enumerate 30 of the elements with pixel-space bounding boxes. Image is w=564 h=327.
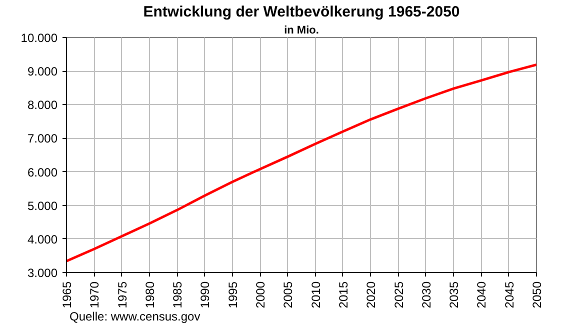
x-tick-label: 2005 xyxy=(281,281,296,308)
y-tick-label: 5.000 xyxy=(27,198,58,213)
x-tick-label: 2035 xyxy=(447,281,462,308)
y-tick-label: 9.000 xyxy=(27,64,58,79)
x-tick-label: 2050 xyxy=(530,281,544,308)
chart-subtitle: in Mio. xyxy=(284,24,319,36)
x-tick-label: 2025 xyxy=(392,281,406,308)
chart-title: Entwicklung der Weltbevölkerung 1965-2050 xyxy=(143,4,460,20)
x-tick-label: 2000 xyxy=(254,281,268,308)
x-tick-label: 2020 xyxy=(364,281,378,308)
y-tick-label: 3.000 xyxy=(27,266,58,280)
x-tick-label: 1995 xyxy=(226,281,240,308)
y-tick-label: 10.000 xyxy=(20,31,58,45)
x-tick-label: 2010 xyxy=(308,281,323,308)
y-tick-label: 6.000 xyxy=(27,165,58,180)
x-tick-label: 1985 xyxy=(170,281,185,308)
x-tick-label: 1970 xyxy=(88,281,102,308)
source-note: Quelle: www.census.gov xyxy=(70,310,200,324)
x-tick-label: 1965 xyxy=(60,281,74,308)
x-tick-label: 2030 xyxy=(419,281,434,308)
x-tick-label: 2040 xyxy=(474,281,489,308)
y-tick-label: 4.000 xyxy=(27,232,58,246)
line-series xyxy=(66,63,536,262)
x-tick-label: 2045 xyxy=(502,281,516,308)
y-tick-label: 8.000 xyxy=(27,98,58,112)
y-tick-label: 7.000 xyxy=(27,132,58,146)
x-tick-label: 1980 xyxy=(142,281,157,308)
x-tick-label: 2015 xyxy=(336,281,350,308)
x-tick-label: 1975 xyxy=(115,281,130,308)
x-tick-label: 1990 xyxy=(198,281,212,308)
